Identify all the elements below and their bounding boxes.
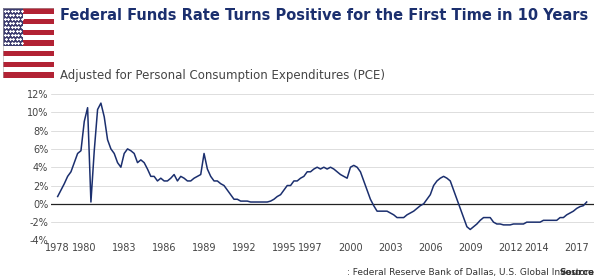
Text: : Federal Reserve Bank of Dallas, U.S. Global Investors: : Federal Reserve Bank of Dallas, U.S. G… xyxy=(347,268,593,277)
Bar xyxy=(3,8,23,46)
Bar xyxy=(3,56,54,62)
Bar xyxy=(3,46,54,51)
Bar xyxy=(3,19,54,24)
Bar xyxy=(3,51,54,56)
Text: Adjusted for Personal Consumption Expenditures (PCE): Adjusted for Personal Consumption Expend… xyxy=(60,70,385,83)
Bar xyxy=(3,62,54,67)
Bar xyxy=(3,35,54,40)
Bar xyxy=(3,73,54,78)
Bar xyxy=(3,30,54,35)
Bar xyxy=(3,24,54,30)
Text: Source: Source xyxy=(559,268,594,277)
Bar xyxy=(3,8,54,14)
Bar xyxy=(3,67,54,73)
Text: Federal Funds Rate Turns Positive for the First Time in 10 Years: Federal Funds Rate Turns Positive for th… xyxy=(60,8,588,23)
Bar xyxy=(3,40,54,46)
Bar xyxy=(3,14,54,19)
